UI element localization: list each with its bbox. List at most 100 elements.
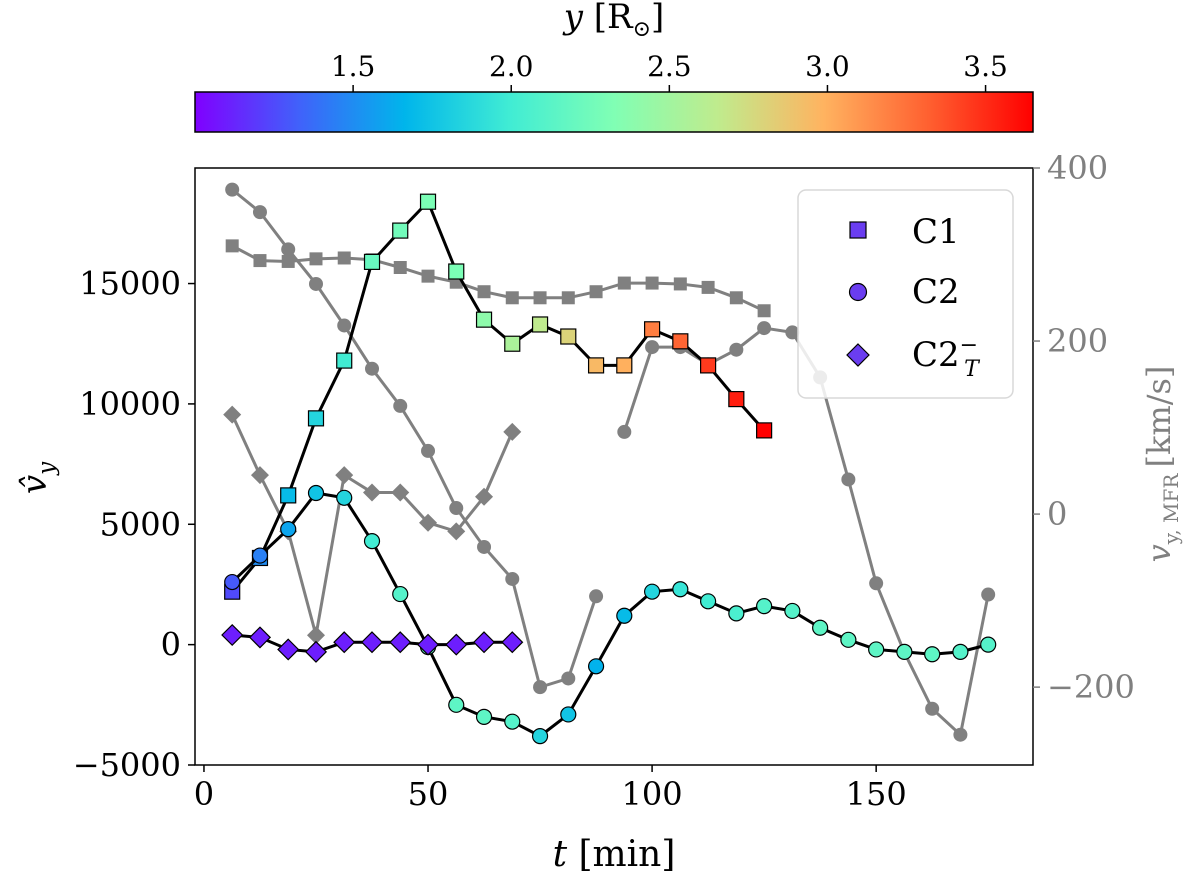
data-point-c2 xyxy=(475,708,493,725)
legend: C1 C2 C2− T xyxy=(797,189,1014,399)
series-line-c2 xyxy=(231,491,989,738)
legend-label-c2: C2 xyxy=(912,272,960,312)
y-right-tick-label: 200 xyxy=(1047,322,1108,360)
data-point-c1 xyxy=(531,316,549,333)
mfr-point-c2 xyxy=(617,424,632,439)
mfr-point-c1 xyxy=(337,251,351,265)
mfr-point-c2 xyxy=(503,422,522,441)
mfr-point-c2 xyxy=(785,325,800,340)
mfr-point-c2 xyxy=(477,539,492,554)
colorbar-label-close: ] xyxy=(651,0,664,37)
data-point-c2 xyxy=(277,638,300,661)
legend-entry-c2: C2 xyxy=(848,272,960,312)
data-point-c1 xyxy=(616,357,633,374)
legend-label-c2t-sub: T xyxy=(964,357,981,382)
legend-label-c1: C1 xyxy=(912,212,960,252)
mfr-point-c1 xyxy=(505,291,519,305)
colorbar-tick-label: 1.5 xyxy=(331,50,376,83)
x-tick-label: 50 xyxy=(408,775,449,813)
data-point-c2 xyxy=(221,623,244,647)
x-tick-label: 0 xyxy=(194,775,214,813)
legend-circle-marker xyxy=(848,282,868,302)
legend-label-c2t-main: C2 xyxy=(912,335,960,375)
y-right-tick-label: 0 xyxy=(1047,495,1067,533)
data-point-c1 xyxy=(700,357,717,374)
data-point-c2 xyxy=(445,633,468,656)
data-point-c2 xyxy=(756,598,773,615)
mfr-point-c1 xyxy=(225,239,239,253)
colorbar-tick-label: 3.0 xyxy=(805,50,850,83)
data-point-c2 xyxy=(643,583,661,600)
mfr-point-c2 xyxy=(391,483,410,502)
legend-entry-c1: C1 xyxy=(849,212,960,252)
data-point-c1 xyxy=(672,333,689,350)
normalized-velocity-lines xyxy=(221,193,997,745)
colorbar-tick-label: 3.5 xyxy=(963,50,1008,83)
y-left-tick-label: 15000 xyxy=(79,265,181,303)
x-tick-label: 100 xyxy=(622,775,683,813)
mfr-point-c2 xyxy=(419,513,438,532)
mfr-point-c2 xyxy=(841,472,856,487)
colorbar-tick-label: 2.0 xyxy=(489,50,534,83)
legend-diamond-marker xyxy=(846,343,870,367)
data-point-c1 xyxy=(363,253,381,270)
x-tick-label: 150 xyxy=(846,775,907,813)
data-point-c2 xyxy=(280,520,297,538)
data-point-c1 xyxy=(336,352,353,369)
mfr-point-c1 xyxy=(757,304,771,318)
data-point-c1 xyxy=(392,222,409,239)
mfr-point-c2 xyxy=(281,242,296,257)
y-axis-left-label: v̂y xyxy=(15,461,60,494)
legend-label-c2t: C2− T xyxy=(912,333,981,382)
mfr-point-c2 xyxy=(475,487,494,506)
colorbar-label-sub: ⊙ xyxy=(633,17,651,42)
mfr-point-c2 xyxy=(505,571,520,586)
data-point-c2 xyxy=(728,605,745,622)
mfr-point-c2 xyxy=(589,589,604,604)
data-point-c1 xyxy=(643,321,661,338)
data-point-c2 xyxy=(616,607,633,624)
colorbar-label: y [R⊙] xyxy=(562,0,665,42)
data-point-c1 xyxy=(728,390,745,408)
legend-entry-c2t: C2− T xyxy=(846,333,981,382)
mfr-point-c1 xyxy=(477,285,491,299)
y-left-tick-label: 5000 xyxy=(100,505,181,543)
colorbar-gradient xyxy=(194,91,1034,133)
mfr-point-c2 xyxy=(306,626,325,645)
data-point-c2 xyxy=(812,619,829,636)
data-point-c2 xyxy=(501,631,524,654)
y-right-tick-label: 400 xyxy=(1047,149,1108,187)
mfr-line-c2-0 xyxy=(231,188,598,690)
mfr-point-c1 xyxy=(533,291,547,305)
legend-box xyxy=(797,189,1014,399)
mfr-point-c2 xyxy=(335,466,354,485)
mfr-point-c2 xyxy=(561,671,576,686)
data-point-c1 xyxy=(280,487,297,504)
mfr-point-c2 xyxy=(729,342,744,357)
colorbar-tick-label: 2.5 xyxy=(647,50,692,83)
data-point-c1 xyxy=(504,335,521,352)
data-point-c2 xyxy=(560,706,577,723)
x-axis-label: t [min] xyxy=(553,834,676,875)
colorbar: 1.5 2.0 2.5 3.0 3.5 y [R⊙] xyxy=(194,0,1034,133)
y-left-tick-label: −5000 xyxy=(73,746,181,784)
mfr-point-c1 xyxy=(617,276,631,290)
mfr-point-c2 xyxy=(447,522,466,541)
data-point-c2 xyxy=(333,631,356,654)
y-axis-right-label: vy, MFR [km/s] xyxy=(1140,366,1183,563)
data-point-c1 xyxy=(560,328,577,345)
mfr-point-c2 xyxy=(869,576,884,591)
mfr-point-c2 xyxy=(308,276,323,291)
data-point-c2 xyxy=(840,631,857,648)
colorbar-ticks: 1.5 2.0 2.5 3.0 3.5 xyxy=(331,50,1008,92)
mfr-point-c1 xyxy=(309,252,323,266)
data-point-c2 xyxy=(672,581,689,598)
axes: 0 50 100 150 −5000 0 5000 10000 15000 −200 0 200 400 xyxy=(73,149,1135,813)
data-point-c2 xyxy=(784,602,801,620)
data-point-c1 xyxy=(756,422,773,439)
data-point-c2 xyxy=(587,658,605,675)
mfr-point-c1 xyxy=(421,269,435,283)
data-point-c2 xyxy=(336,489,353,506)
data-point-c2 xyxy=(504,713,521,730)
mfr-point-c1 xyxy=(645,276,659,290)
